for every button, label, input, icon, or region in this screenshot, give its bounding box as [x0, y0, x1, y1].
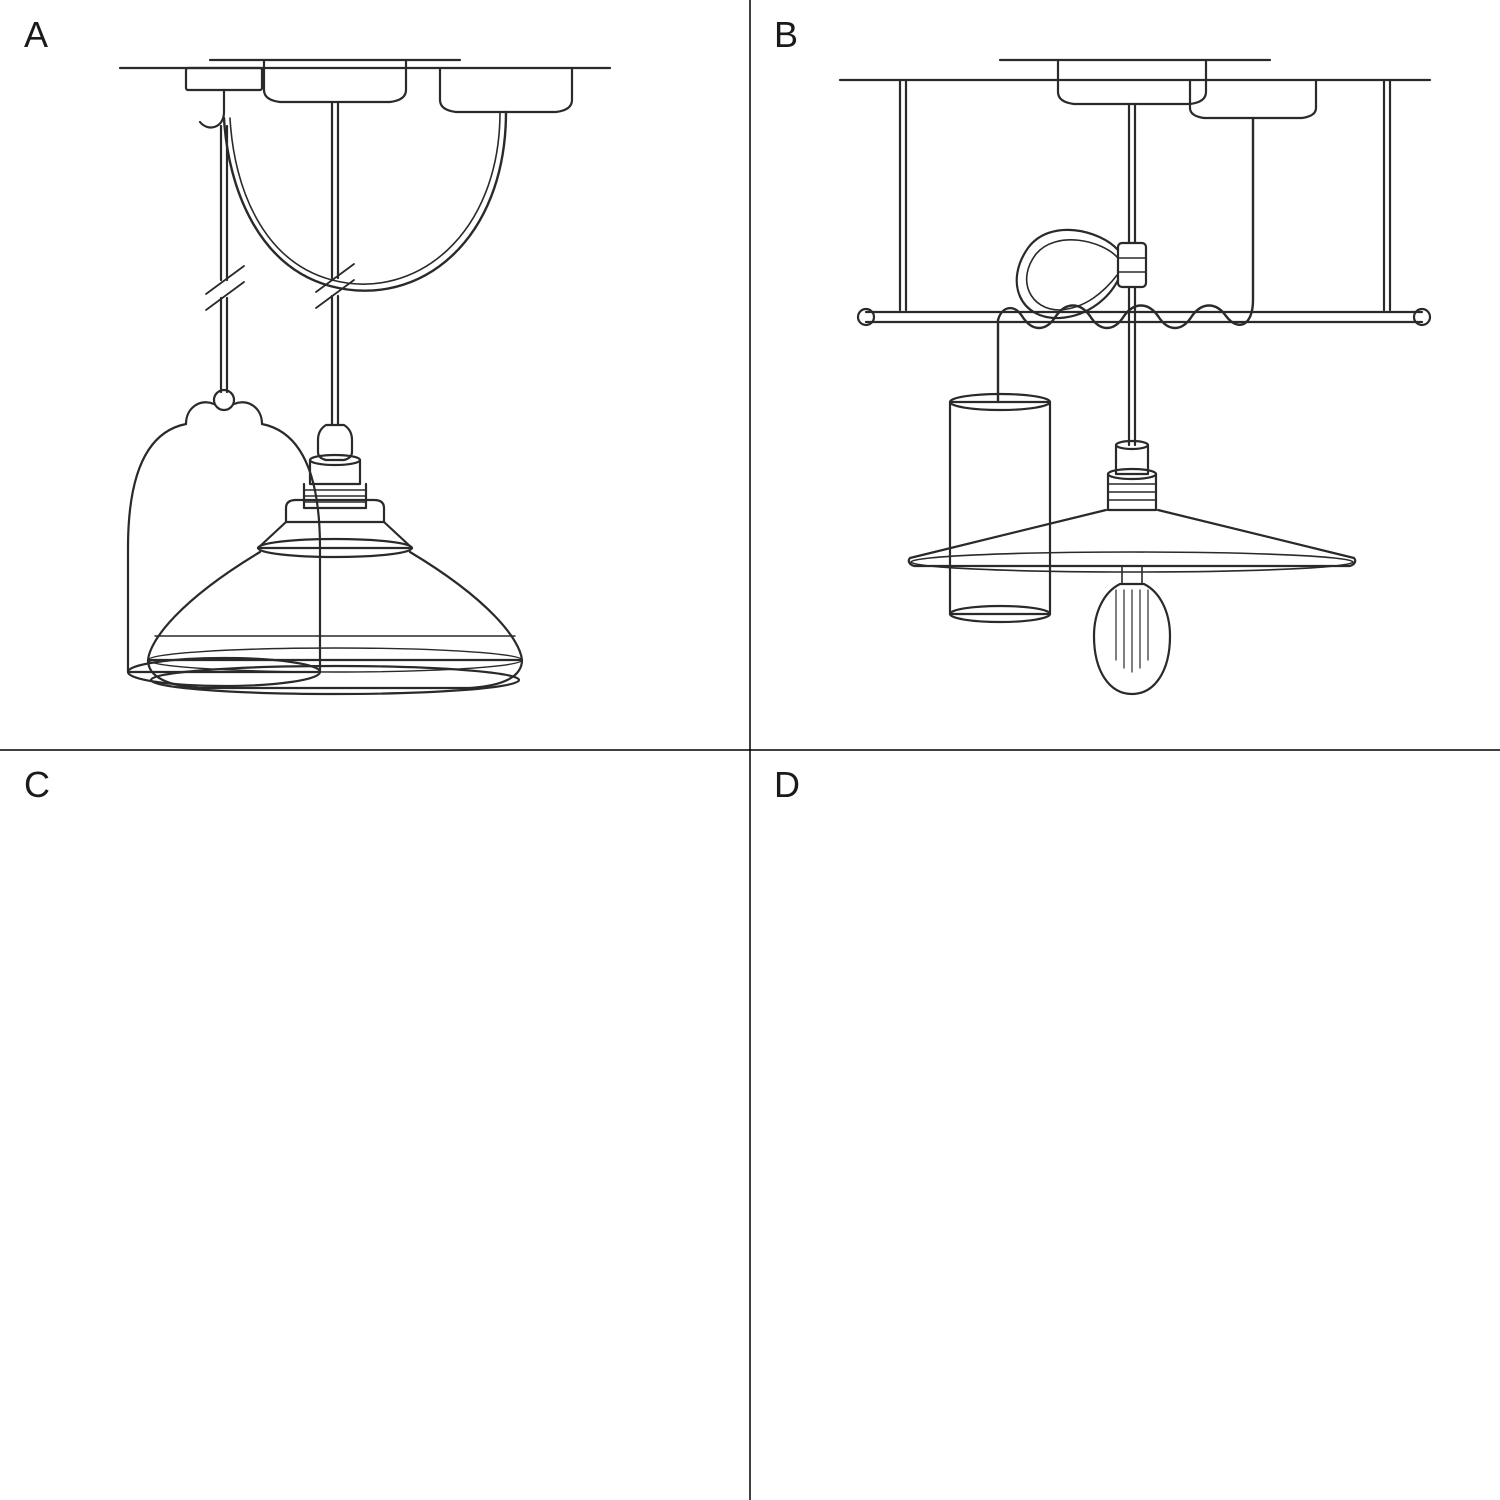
panel-c — [0, 0, 750, 750]
diagram-grid: A B C D — [0, 0, 1500, 1500]
panel-d — [750, 0, 1500, 750]
